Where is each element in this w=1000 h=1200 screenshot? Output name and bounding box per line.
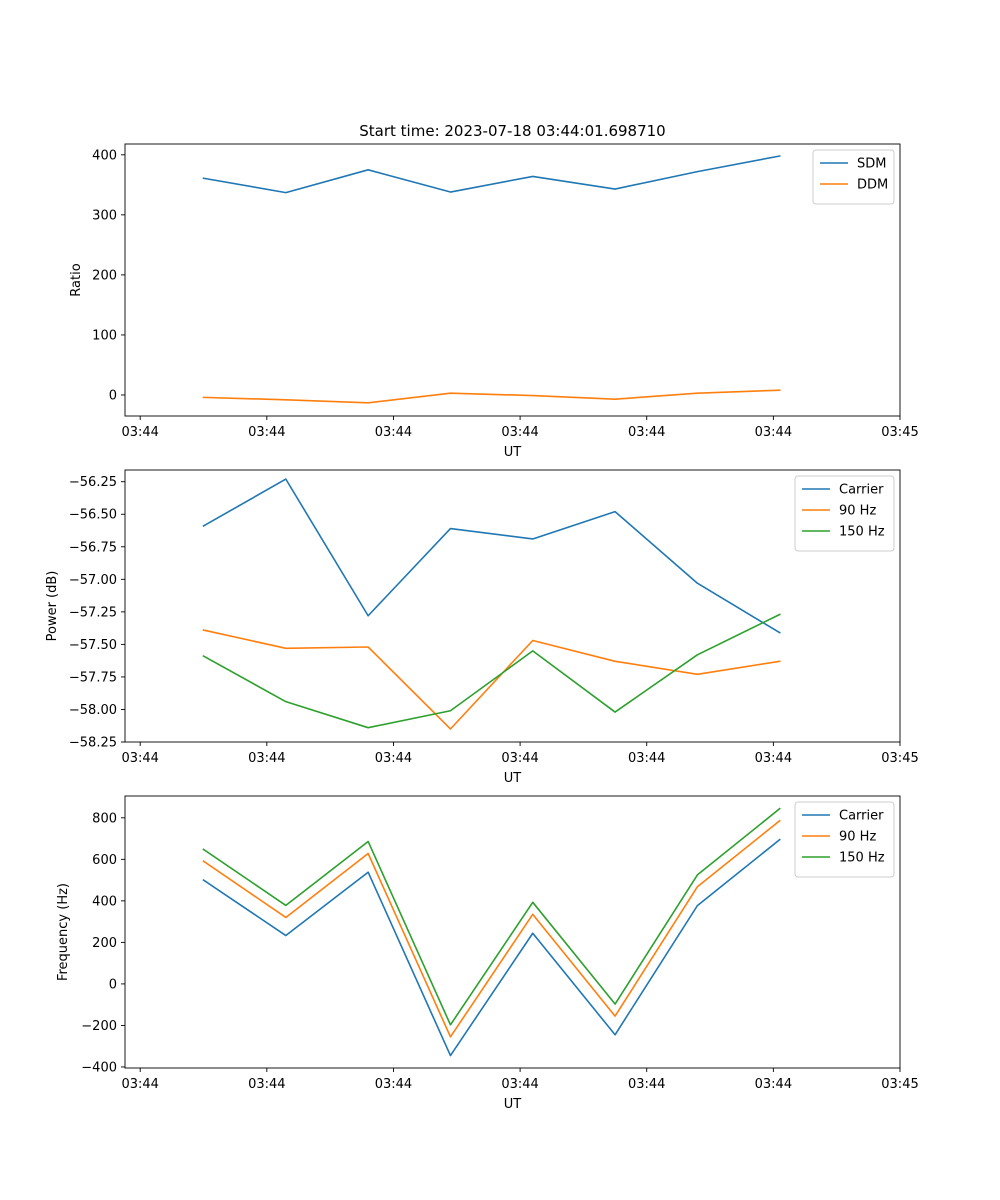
- x-tick-label: 03:44: [755, 425, 792, 440]
- legend-label-sdm: SDM: [857, 157, 886, 172]
- x-tick-label: 03:44: [501, 751, 538, 766]
- figure-title: Start time: 2023-07-18 03:44:01.698710: [359, 122, 665, 140]
- x-tick-label: 03:45: [881, 751, 918, 766]
- subplot-1: 03:44 03:44 03:44 03:44 03:44 03:44 03:45 0 100 2…: [69, 143, 919, 460]
- legend-label-150-hz: 150 Hz: [839, 525, 885, 540]
- x-tick-label: 03:44: [755, 751, 792, 766]
- x-tick-label: 03:44: [375, 751, 412, 766]
- legend-frame: [794, 801, 895, 878]
- y-tick-label: 100: [92, 328, 117, 343]
- subplots: 03:44 03:44 03:44 03:44 03:44 03:44 03:45 0 100 2…: [45, 143, 919, 1112]
- x-axis-label: UT: [504, 1097, 522, 1112]
- series-line-150-hz: [202, 613, 781, 729]
- y-tick-label: 200: [92, 936, 117, 951]
- legend-label-carrier: Carrier: [839, 483, 884, 498]
- y-tick-label: 300: [92, 208, 117, 223]
- y-axis-label: Ratio: [69, 263, 84, 296]
- axes-frame: [124, 469, 901, 743]
- x-tick-label: 03:45: [881, 425, 918, 440]
- x-axis-label: UT: [504, 771, 522, 786]
- x-tick-label: 03:44: [121, 1077, 158, 1092]
- y-axis-label: Frequency (Hz): [56, 883, 71, 981]
- x-tick-label: 03:44: [628, 751, 665, 766]
- y-tick-label: 400: [92, 894, 117, 909]
- y-tick-label: −56.25: [69, 475, 117, 490]
- y-tick-label: 200: [92, 268, 117, 283]
- y-tick-label: −57.50: [69, 638, 117, 653]
- x-tick-label: 03:44: [121, 425, 158, 440]
- legend: Carrier 90 Hz 150 Hz: [794, 475, 895, 552]
- y-tick-label: −400: [81, 1060, 117, 1075]
- x-tick-label: 03:44: [248, 751, 285, 766]
- y-tick-label: 0: [109, 388, 117, 403]
- y-tick-label: 800: [92, 811, 117, 826]
- x-tick-label: 03:44: [248, 1077, 285, 1092]
- y-tick-label: −57.25: [69, 605, 117, 620]
- series-line-90-hz: [202, 819, 781, 1038]
- series-line-sdm: [202, 155, 781, 194]
- axes-frame: [124, 795, 901, 1069]
- y-tick-label: −57.75: [69, 670, 117, 685]
- y-tick-label: 0: [109, 977, 117, 992]
- subplot-3: 03:44 03:44 03:44 03:44 03:44 03:44 03:45 −400 −…: [56, 795, 919, 1112]
- legend-frame: [794, 475, 895, 552]
- axes-frame: [124, 143, 901, 417]
- x-tick-label: 03:44: [755, 1077, 792, 1092]
- x-tick-label: 03:44: [375, 1077, 412, 1092]
- y-tick-label: −56.75: [69, 540, 117, 555]
- x-tick-label: 03:45: [881, 1077, 918, 1092]
- series-line-carrier: [202, 478, 781, 634]
- y-tick-label: 600: [92, 853, 117, 868]
- x-tick-label: 03:44: [121, 751, 158, 766]
- y-tick-label: −56.50: [69, 508, 117, 523]
- series-line-ddm: [202, 389, 781, 404]
- series-line-carrier: [202, 838, 781, 1057]
- x-tick-label: 03:44: [628, 1077, 665, 1092]
- x-tick-label: 03:44: [375, 425, 412, 440]
- subplot-2: 03:44 03:44 03:44 03:44 03:44 03:44 03:45 −58.2…: [45, 469, 919, 786]
- legend-label-150-hz: 150 Hz: [839, 851, 885, 866]
- legend-label-carrier: Carrier: [839, 809, 884, 824]
- x-tick-label: 03:44: [501, 425, 538, 440]
- legend-label-90-hz: 90 Hz: [839, 830, 876, 845]
- y-tick-label: −58.25: [69, 736, 117, 751]
- x-axis-label: UT: [504, 445, 522, 460]
- legend: Carrier 90 Hz 150 Hz: [794, 801, 895, 878]
- y-tick-label: −58.00: [69, 703, 117, 718]
- x-tick-label: 03:44: [628, 425, 665, 440]
- series-line-150-hz: [202, 807, 781, 1026]
- x-tick-label: 03:44: [501, 1077, 538, 1092]
- y-tick-label: −200: [81, 1019, 117, 1034]
- y-tick-label: −57.00: [69, 573, 117, 588]
- y-axis-label: Power (dB): [45, 571, 60, 642]
- x-tick-label: 03:44: [248, 425, 285, 440]
- y-tick-label: 400: [92, 148, 117, 163]
- legend: SDM DDM: [812, 149, 895, 205]
- legend-label-ddm: DDM: [857, 178, 888, 193]
- legend-label-90-hz: 90 Hz: [839, 504, 876, 519]
- series-line-90-hz: [202, 629, 781, 730]
